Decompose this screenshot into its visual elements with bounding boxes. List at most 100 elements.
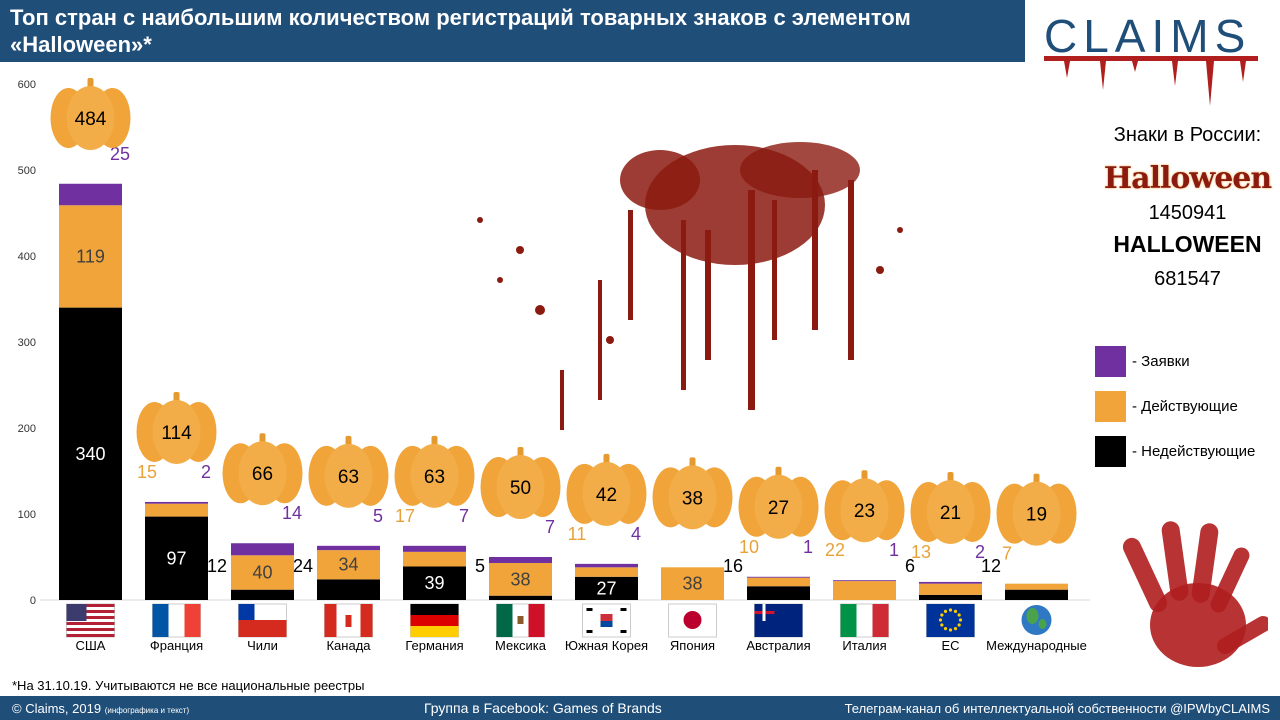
y-tick-label: 100	[18, 509, 36, 521]
label-applications: 4	[631, 524, 641, 544]
legend-swatch-applications	[1095, 346, 1126, 377]
pumpkin-icon: 19	[996, 473, 1077, 546]
pumpkin-total: 484	[75, 109, 107, 130]
pumpkin-icon: 27	[738, 466, 819, 539]
canada-flag-icon	[324, 603, 373, 638]
bar-segment-inactive	[575, 576, 638, 600]
label-inactive: 340	[75, 444, 105, 464]
label-active: 17	[395, 506, 415, 526]
label-active: 38	[682, 574, 702, 594]
facebook-link[interactable]: Группа в Facebook: Games of Brands	[424, 700, 662, 716]
eu-flag-icon	[926, 603, 975, 638]
pumpkin-total: 50	[510, 478, 531, 499]
label-applications: 2	[975, 542, 985, 562]
france-flag-icon	[152, 603, 201, 638]
label-active: 40	[252, 562, 272, 582]
japan-flag-icon	[668, 603, 717, 638]
label-active: 11	[568, 524, 587, 544]
category-label: ЕС	[941, 638, 959, 653]
label-inactive: 27	[596, 578, 616, 598]
label-inactive: 5	[475, 556, 485, 576]
south-korea-flag-icon	[582, 603, 631, 638]
label-applications: 7	[545, 517, 555, 537]
bar-segment-inactive	[1005, 589, 1068, 600]
label-applications: 1	[803, 537, 813, 557]
title-bar: Топ стран с наибольшим количеством регис…	[0, 0, 1025, 62]
pumpkin-total: 42	[596, 485, 617, 506]
pumpkin-icon: 23	[824, 470, 905, 543]
bar-segment-active	[575, 567, 638, 577]
label-applications: 5	[373, 506, 383, 526]
bar-segment-inactive	[145, 516, 208, 600]
russia-number-1: 1450941	[1148, 202, 1227, 224]
legend-label-inactive: - Недействующие	[1132, 443, 1256, 460]
pumpkin-icon: 63	[394, 435, 475, 508]
bar-segment-applications	[747, 576, 810, 578]
bar-segment-active	[747, 577, 810, 587]
category-label: Мексика	[495, 638, 547, 653]
bar-segment-inactive	[919, 594, 982, 600]
footer: © Claims, 2019 (инфографика и текст) Гру…	[0, 696, 1280, 720]
category-label: Австралия	[746, 638, 810, 653]
pumpkin-icon: 484	[50, 78, 131, 150]
label-inactive: 97	[166, 548, 186, 568]
telegram-link[interactable]: Телеграм-канал об интеллектуальной собст…	[844, 701, 1270, 716]
bar-segment-active	[403, 551, 466, 567]
page-title: Топ стран с наибольшим количеством регис…	[10, 5, 911, 57]
y-tick-label: 0	[30, 595, 36, 607]
legend-item-applications: - Заявки	[1095, 346, 1280, 378]
pumpkin-icon: 38	[652, 457, 733, 530]
category-label: Чили	[247, 638, 278, 653]
y-tick-label: 500	[18, 165, 36, 177]
logo-blood-bar	[1044, 56, 1258, 61]
bar-segment-inactive	[747, 586, 810, 600]
label-applications: 14	[282, 503, 302, 523]
bar-segment-applications	[403, 545, 466, 552]
bar-segment-inactive	[489, 595, 552, 600]
category-label: Международные	[986, 638, 1087, 653]
bar-segment-applications	[833, 580, 896, 582]
label-active: 38	[510, 569, 530, 589]
bar-segment-applications	[489, 557, 552, 564]
category-labels: США Франция Чили Канада Германия Мексика Южная…	[76, 638, 1087, 653]
bar-segment-applications	[59, 183, 122, 206]
category-label: Италия	[842, 638, 886, 653]
legend-label-active: - Действующие	[1132, 398, 1238, 415]
legend-item-active: - Действующие	[1095, 391, 1280, 423]
label-active: 119	[76, 246, 105, 266]
pumpkin-total: 19	[1026, 505, 1047, 526]
category-label: Германия	[405, 638, 463, 653]
pumpkin-total: 114	[161, 423, 192, 444]
y-tick-label: 200	[18, 423, 36, 435]
bar-segment-inactive	[59, 307, 122, 600]
bar-segment-applications	[145, 501, 208, 504]
australia-flag-icon	[754, 603, 803, 638]
halloween-word: HALLOWEEN	[1113, 231, 1262, 257]
footer-copyright: © Claims, 2019 (инфографика и текст)	[12, 701, 189, 716]
us-flag-icon	[66, 603, 115, 638]
flags	[66, 603, 1052, 638]
bar-segment-applications	[231, 543, 294, 556]
label-active: 10	[739, 537, 759, 557]
russia-panel: Знаки в России: Halloween 1450941 HALLOW…	[1095, 124, 1280, 291]
bar-segment-active	[833, 581, 896, 600]
label-inactive: 6	[905, 556, 915, 576]
category-label: США	[76, 638, 106, 653]
pumpkin-total: 63	[338, 467, 359, 488]
bar-segment-inactive	[231, 589, 294, 600]
footnote: *На 31.10.19. Учитываются не все национа…	[12, 678, 365, 693]
bar-segment-applications	[575, 563, 638, 568]
italy-flag-icon	[840, 603, 889, 638]
bar-segment-active	[1005, 583, 1068, 590]
pumpkin-total: 66	[252, 464, 273, 485]
bar-segment-active	[489, 563, 552, 596]
claims-logo: CLAIMS	[1044, 10, 1258, 106]
y-tick-label: 300	[18, 337, 36, 349]
globe-icon	[1021, 605, 1052, 635]
bar-segment-applications	[317, 545, 380, 551]
category-label: Франция	[150, 638, 203, 653]
bloody-handprint	[1122, 521, 1268, 667]
